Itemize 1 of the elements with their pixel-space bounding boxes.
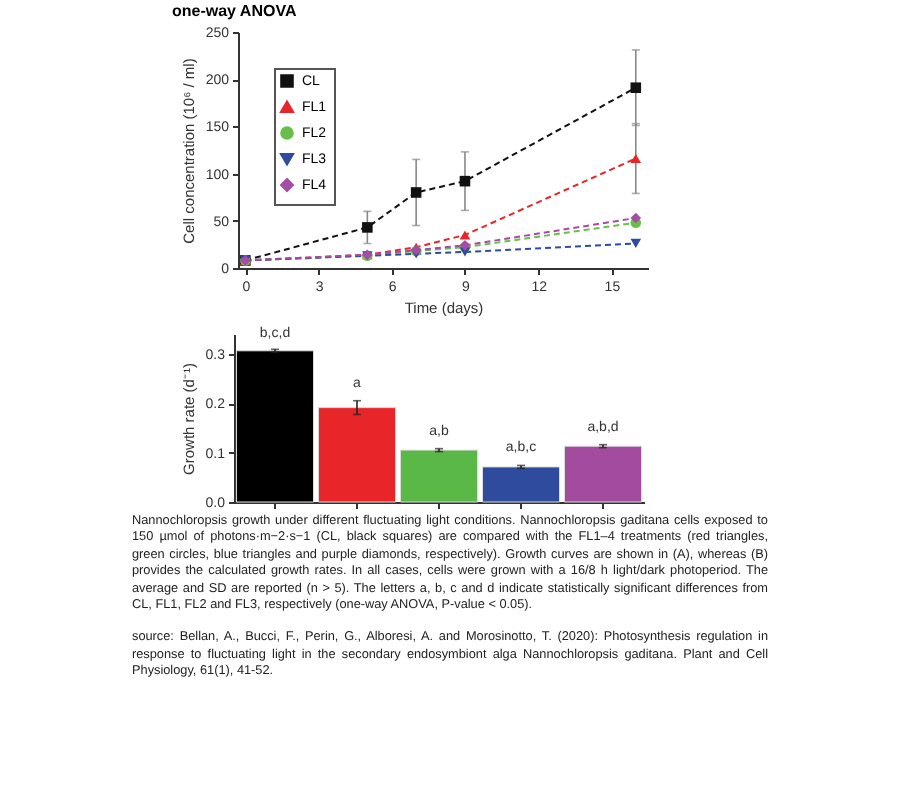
text: one-way ANOVA	[172, 2, 299, 20]
